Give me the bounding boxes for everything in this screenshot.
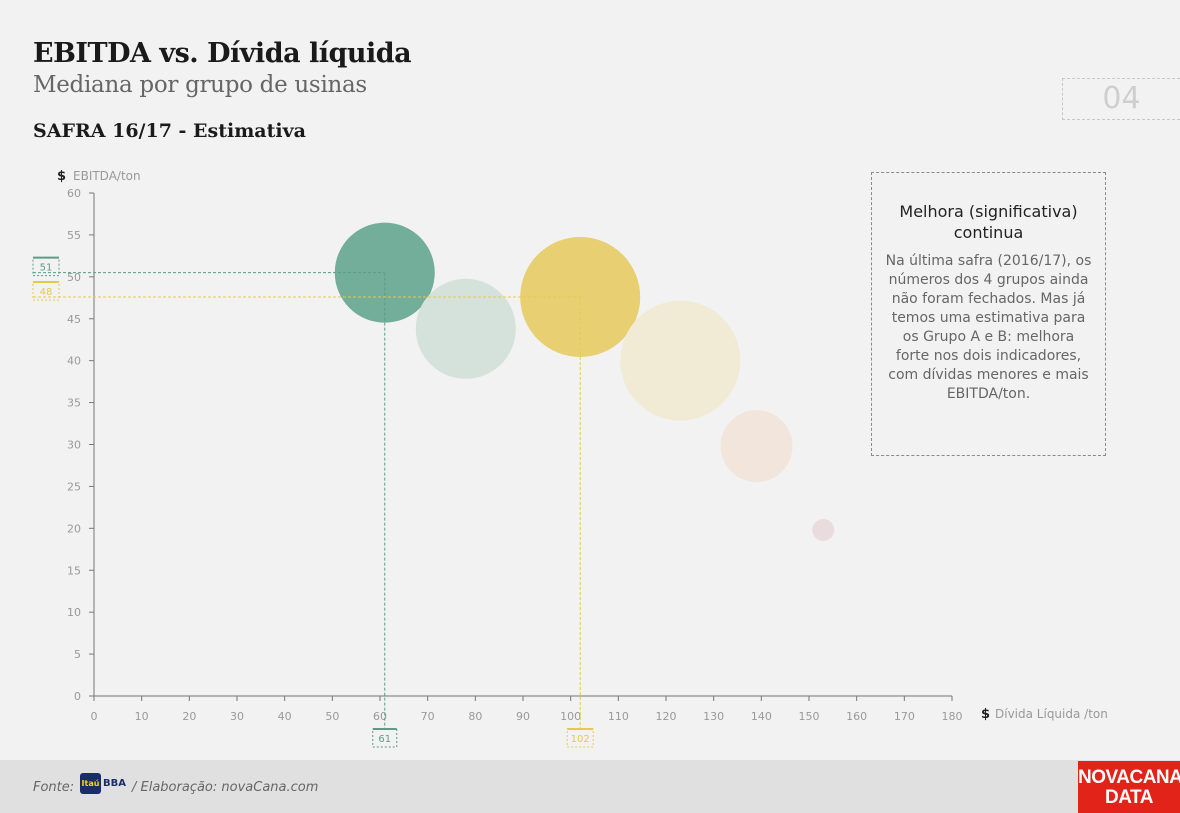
y-value-label-1: 51 bbox=[40, 263, 53, 274]
x-tick-label-150: 150 bbox=[799, 710, 820, 723]
y-tick-label-40: 40 bbox=[67, 355, 81, 368]
x-axis-title: Dívida Líquida /ton bbox=[995, 707, 1108, 721]
bba-label: BBA bbox=[103, 778, 126, 789]
chart-title: EBITDA vs. Dívida líquida bbox=[33, 38, 412, 69]
footer: Fonte: Itaú BBA / Elaboração: novaCana.c… bbox=[0, 760, 1180, 813]
safra-label: SAFRA 16/17 - Estimativa bbox=[33, 120, 306, 142]
y-tick-label-5: 5 bbox=[74, 648, 81, 661]
page-number: 04 bbox=[1062, 78, 1180, 120]
y-tick-label-25: 25 bbox=[67, 480, 81, 493]
elaboracao-label: / Elaboração: novaCana.com bbox=[132, 780, 319, 795]
note-body: Na última safra (2016/17), os números do… bbox=[885, 253, 1092, 402]
brand-line-1: NOVACANA bbox=[1078, 767, 1180, 788]
x-tick-label-50: 50 bbox=[325, 710, 339, 723]
x-tick-label-20: 20 bbox=[182, 710, 196, 723]
chart-subtitle: Mediana por grupo de usinas bbox=[33, 72, 367, 98]
itau-logo: Itaú bbox=[80, 773, 101, 794]
bubble-6 bbox=[812, 519, 835, 542]
x-axis-currency: $ bbox=[981, 707, 990, 722]
y-tick-label-20: 20 bbox=[67, 522, 81, 535]
y-tick-label-10: 10 bbox=[67, 606, 81, 619]
x-tick-label-160: 160 bbox=[846, 710, 867, 723]
x-tick-label-10: 10 bbox=[135, 710, 149, 723]
y-tick-label-30: 30 bbox=[67, 439, 81, 452]
y-tick-label-45: 45 bbox=[67, 313, 81, 326]
x-tick-label-110: 110 bbox=[608, 710, 629, 723]
source-label: Fonte: bbox=[33, 780, 75, 795]
x-tick-label-140: 140 bbox=[751, 710, 772, 723]
novacana-data-logo: NOVACANA DATA bbox=[1078, 761, 1180, 813]
y-tick-label-0: 0 bbox=[74, 690, 81, 703]
y-tick-label-55: 55 bbox=[67, 229, 81, 242]
x-tick-label-70: 70 bbox=[421, 710, 435, 723]
x-tick-label-80: 80 bbox=[468, 710, 482, 723]
note-title: Melhora (significativa) continua bbox=[899, 202, 1078, 242]
x-value-label-2: 102 bbox=[571, 734, 590, 745]
bubble-2 bbox=[415, 278, 516, 379]
note-box: Melhora (significativa) continua Na últi… bbox=[871, 172, 1106, 456]
y-tick-label-50: 50 bbox=[67, 271, 81, 284]
y-value-label-2: 48 bbox=[40, 287, 53, 298]
y-tick-label-60: 60 bbox=[67, 187, 81, 200]
x-tick-label-170: 170 bbox=[894, 710, 915, 723]
x-value-label-1: 61 bbox=[378, 734, 391, 745]
x-tick-label-40: 40 bbox=[278, 710, 292, 723]
x-tick-label-130: 130 bbox=[703, 710, 724, 723]
x-tick-label-120: 120 bbox=[656, 710, 677, 723]
y-axis-title: EBITDA/ton bbox=[73, 169, 141, 183]
bubble-5 bbox=[720, 410, 793, 483]
x-tick-label-100: 100 bbox=[560, 710, 581, 723]
x-tick-label-90: 90 bbox=[516, 710, 530, 723]
x-tick-label-0: 0 bbox=[91, 710, 98, 723]
brand-line-2: DATA bbox=[1105, 787, 1153, 808]
bubble-4 bbox=[620, 300, 741, 421]
y-tick-label-35: 35 bbox=[67, 397, 81, 410]
x-tick-label-60: 60 bbox=[373, 710, 387, 723]
x-tick-label-180: 180 bbox=[942, 710, 963, 723]
bubble-chart: 0 10 20 30 40 50 60 70 80 90 100 110 120 130 140 150 160… bbox=[32, 169, 1108, 748]
x-tick-label-30: 30 bbox=[230, 710, 244, 723]
y-axis-currency: $ bbox=[57, 169, 66, 184]
y-tick-label-15: 15 bbox=[67, 564, 81, 577]
